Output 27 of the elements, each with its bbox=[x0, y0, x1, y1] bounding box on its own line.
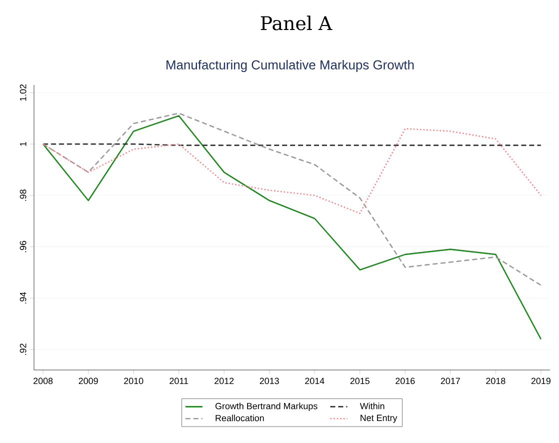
legend-label: Growth Bertrand Markups bbox=[215, 402, 318, 412]
y-tick-label: 1.02 bbox=[20, 84, 26, 101]
line-series bbox=[42, 128, 542, 214]
x-tick-label: 2017 bbox=[440, 378, 460, 384]
x-tick-label: 2013 bbox=[260, 378, 279, 384]
y-tick-label: .98 bbox=[20, 190, 26, 201]
y-tick-label: .94 bbox=[20, 292, 26, 304]
y-tick-label: .96 bbox=[20, 240, 26, 252]
legend-label: Within bbox=[360, 402, 384, 410]
y-tick-label: .92 bbox=[20, 344, 26, 355]
x-tick-label: 2019 bbox=[531, 378, 550, 384]
x-tick-label: 2016 bbox=[396, 378, 415, 384]
legend-label: Reallocation bbox=[216, 414, 264, 422]
x-tick-label: 2014 bbox=[305, 378, 324, 384]
line-series bbox=[42, 115, 542, 340]
x-tick-label: 2015 bbox=[350, 378, 370, 384]
chart-subtitle: Manufacturing Cumulative Markups Growth bbox=[166, 60, 414, 72]
legend-label: Net Entry bbox=[360, 414, 398, 423]
x-tick-label: 2008 bbox=[34, 378, 53, 384]
x-tick-label: 2011 bbox=[170, 378, 188, 384]
x-tick-label: 2009 bbox=[78, 378, 98, 384]
x-tick-label: 2012 bbox=[214, 378, 234, 384]
x-tick-label: 2018 bbox=[486, 378, 506, 384]
y-tick-label: 1 bbox=[20, 142, 26, 146]
x-tick-label: 2010 bbox=[124, 378, 144, 384]
chart-title: Panel A bbox=[260, 16, 332, 30]
line-series bbox=[42, 112, 542, 286]
